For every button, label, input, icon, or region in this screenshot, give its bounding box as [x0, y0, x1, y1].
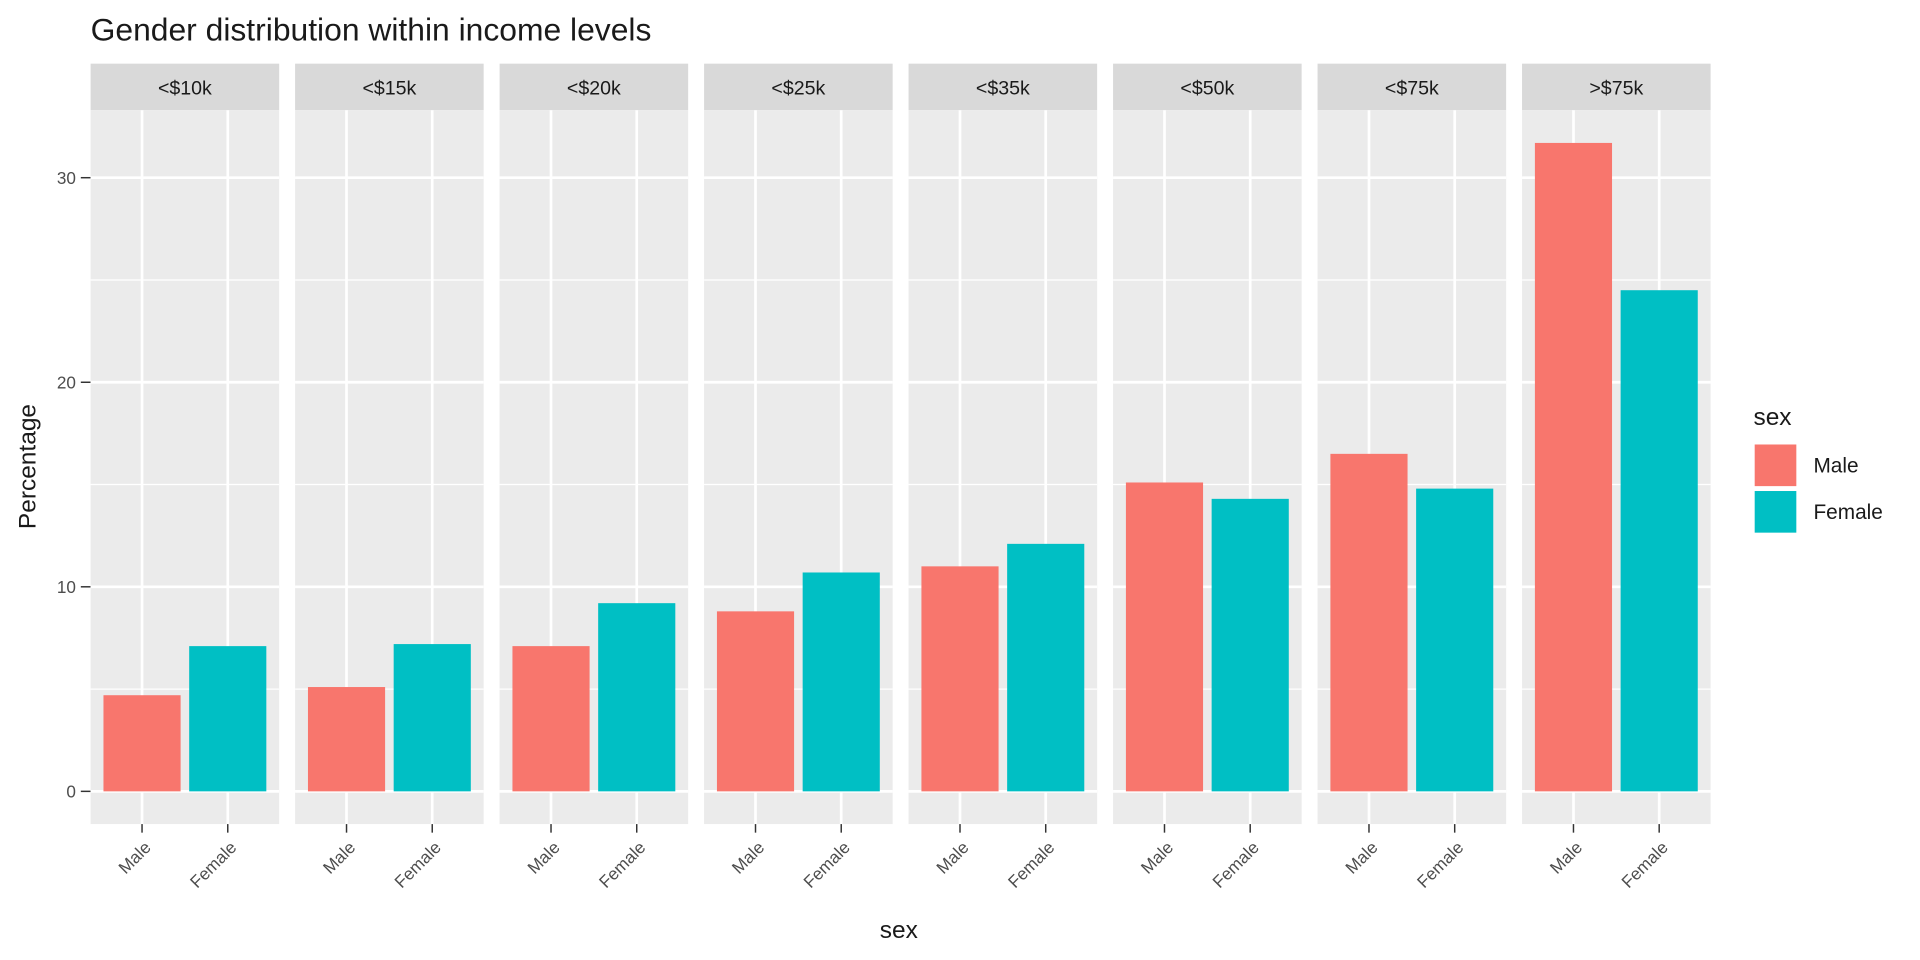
strip: [90, 63, 280, 111]
bar: [802, 572, 880, 792]
bar: [189, 646, 267, 792]
facet-label: <$25k: [771, 77, 825, 99]
x-axis-title: sex: [880, 917, 918, 944]
bar: [1007, 543, 1085, 792]
legend-label: Male: [1813, 455, 1858, 478]
bar: [512, 646, 590, 792]
facet-label: <$20k: [567, 77, 621, 99]
facet-label: <$50k: [1180, 77, 1234, 99]
bar: [103, 695, 181, 792]
bar: [1330, 453, 1408, 792]
strip: [704, 63, 893, 111]
bar: [1534, 142, 1613, 792]
x-tick-label: Female: [799, 837, 854, 892]
strip: [499, 63, 689, 111]
facet-label: <$10k: [158, 77, 212, 99]
facet-label: <$35k: [976, 77, 1030, 99]
bar: [393, 644, 471, 792]
y-tick-label: 10: [57, 577, 76, 597]
y-axis-title: Percentage: [15, 404, 42, 529]
strip: [1317, 63, 1507, 111]
x-tick-label: Female: [1004, 837, 1059, 892]
x-tick-label: Male: [932, 837, 972, 877]
strip: [908, 63, 1098, 111]
bar: [1211, 498, 1289, 792]
strip: [295, 63, 484, 111]
legend-key: [1754, 491, 1797, 533]
bar: [716, 611, 795, 792]
y-tick-label: 20: [57, 372, 76, 392]
x-tick-label: Female: [186, 837, 241, 892]
x-tick-label: Male: [523, 837, 563, 877]
strip: [1113, 63, 1302, 111]
x-tick-label: Female: [1208, 837, 1263, 892]
y-tick-label: 0: [66, 781, 76, 801]
chart-title: Gender distribution within income levels: [91, 11, 652, 47]
x-tick-label: Female: [1413, 837, 1468, 892]
bar: [598, 603, 676, 792]
x-tick-label: Female: [595, 837, 650, 892]
facet-label: <$15k: [362, 77, 416, 99]
x-tick-label: Male: [1137, 837, 1177, 877]
x-tick-label: Female: [390, 837, 445, 892]
x-tick-label: Female: [1617, 837, 1672, 892]
facet-label: <$75k: [1385, 77, 1439, 99]
x-tick-label: Male: [728, 837, 768, 877]
facet-label: >$75k: [1589, 77, 1643, 99]
legend-key: [1754, 444, 1797, 487]
x-tick-label: Male: [1341, 837, 1381, 877]
legend-title: sex: [1753, 404, 1791, 431]
bar: [1416, 488, 1494, 792]
bar: [1125, 482, 1204, 792]
bar: [1620, 290, 1698, 792]
x-tick-label: Male: [114, 837, 154, 877]
bar: [307, 687, 386, 792]
bar: [921, 566, 999, 792]
x-tick-label: Male: [1546, 837, 1586, 877]
y-tick-label: 30: [57, 168, 76, 188]
strip: [1522, 63, 1711, 111]
x-tick-label: Male: [319, 837, 359, 877]
legend-label: Female: [1813, 501, 1882, 524]
